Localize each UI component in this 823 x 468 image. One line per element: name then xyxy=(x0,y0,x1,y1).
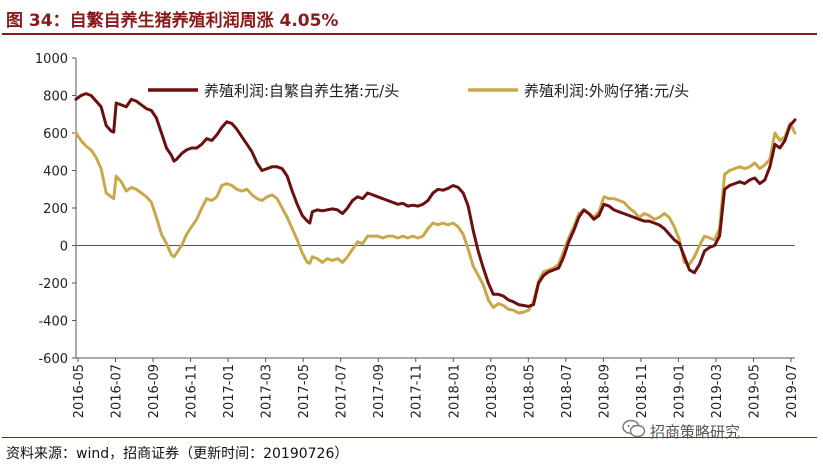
x-tick-label: 2017-07 xyxy=(335,364,350,418)
legend: 养殖利润:自繁自养生猪:元/头 养殖利润:外购仔猪:元/头 xyxy=(148,82,689,100)
y-axis: -600 -400 -200 0 200 400 600 800 1000 xyxy=(35,52,77,367)
x-tick-label: 2019-01 xyxy=(672,364,687,418)
y-tick-label: -200 xyxy=(38,277,68,292)
x-tick-label: 2017-01 xyxy=(222,364,237,418)
x-tick-label: 2016-05 xyxy=(72,364,87,418)
title-divider xyxy=(2,33,817,35)
x-tick-label: 2017-11 xyxy=(410,364,425,418)
x-tick-label: 2016-07 xyxy=(110,364,125,418)
x-tick-label: 2018-11 xyxy=(635,364,650,418)
x-tick-label: 2018-03 xyxy=(485,364,500,418)
x-tick-label: 2016-11 xyxy=(185,364,200,418)
y-tick-label: 800 xyxy=(43,90,68,105)
x-tick-label: 2017-09 xyxy=(372,364,387,418)
y-tick-label: -600 xyxy=(38,352,68,367)
x-tick-label: 2019-03 xyxy=(710,364,725,418)
series-layer xyxy=(74,92,797,315)
series-line-1 xyxy=(74,92,797,308)
x-tick-label: 2019-05 xyxy=(747,364,762,418)
x-tick-label: 2019-07 xyxy=(785,364,800,418)
x-tick-label: 2018-01 xyxy=(447,364,462,418)
wechat-icon xyxy=(622,419,646,438)
watermark-text: 招商策略研究 xyxy=(650,423,741,441)
y-tick-label: 1000 xyxy=(35,52,68,67)
legend-label-1: 养殖利润:自繁自养生猪:元/头 xyxy=(204,82,399,100)
legend-label-2: 养殖利润:外购仔猪:元/头 xyxy=(524,82,689,100)
footer-divider xyxy=(2,437,817,438)
x-tick-label: 2017-05 xyxy=(297,364,312,418)
y-tick-label: 400 xyxy=(43,165,68,180)
series-line-2 xyxy=(74,122,797,315)
y-tick-label: -400 xyxy=(38,315,68,330)
x-tick-label: 2018-09 xyxy=(597,364,612,418)
source-note: 资料来源：wind，招商证券（更新时间：20190726） xyxy=(6,446,349,462)
x-tick-label: 2018-05 xyxy=(522,364,537,418)
x-tick-label: 2017-03 xyxy=(260,364,275,418)
x-tick-label: 2018-07 xyxy=(560,364,575,418)
x-axis: 2016-05 2016-07 2016-09 2016-11 2017-01 2017-… xyxy=(72,245,800,418)
y-tick-label: 200 xyxy=(43,202,68,217)
x-tick-label: 2016-09 xyxy=(147,364,162,418)
y-tick-label: 600 xyxy=(43,127,68,142)
chart-title: 图 34：自繁自养生猪养殖利润周涨 4.05% xyxy=(6,11,339,31)
y-tick-label: 0 xyxy=(60,240,68,255)
